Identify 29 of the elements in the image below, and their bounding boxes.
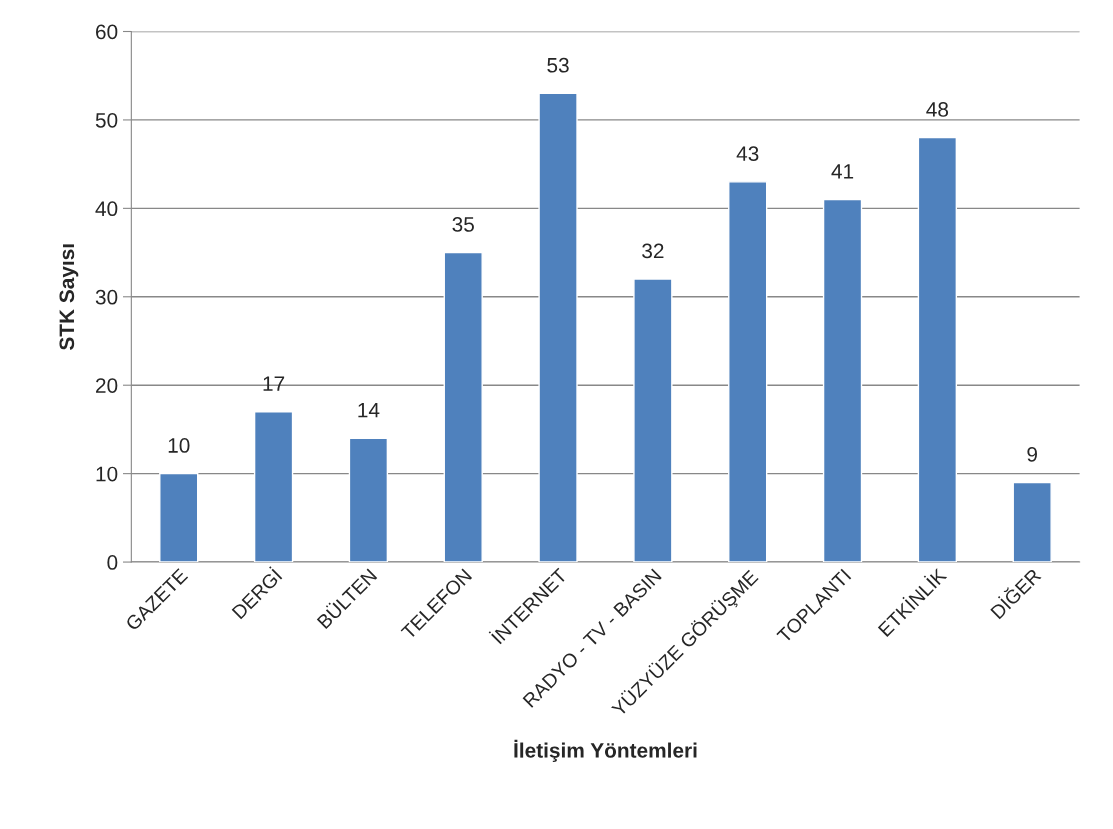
y-tick-label: 30 [95, 289, 118, 305]
y-tick-label: 20 [96, 378, 118, 393]
data-label: 17 [263, 376, 285, 391]
data-label: 9 [1027, 446, 1037, 462]
bar [633, 278, 673, 563]
data-label: 14 [358, 402, 380, 418]
bar [538, 92, 578, 563]
y-tick-label: 60 [96, 24, 118, 40]
bar [159, 472, 199, 563]
y-tick-label: 0 [107, 555, 118, 570]
x-axis-title: İletişim Yöntemleri [514, 739, 697, 762]
bar [917, 136, 958, 563]
data-label: 43 [736, 146, 759, 162]
bar [348, 437, 389, 563]
y-tick-label: 40 [95, 201, 118, 217]
y-axis-title: STK Sayısı [59, 244, 79, 351]
data-label: 10 [168, 438, 190, 453]
data-label: 32 [642, 243, 664, 259]
bar [443, 251, 483, 563]
bar [253, 411, 294, 563]
data-label: 35 [452, 217, 474, 232]
y-tick-label: 50 [95, 112, 118, 128]
bar [822, 198, 863, 563]
data-label: 41 [831, 164, 854, 179]
bar [1012, 481, 1052, 563]
bar [728, 181, 768, 563]
y-tick-label: 10 [96, 466, 118, 482]
data-label: 48 [926, 102, 949, 117]
data-label: 53 [547, 57, 569, 73]
